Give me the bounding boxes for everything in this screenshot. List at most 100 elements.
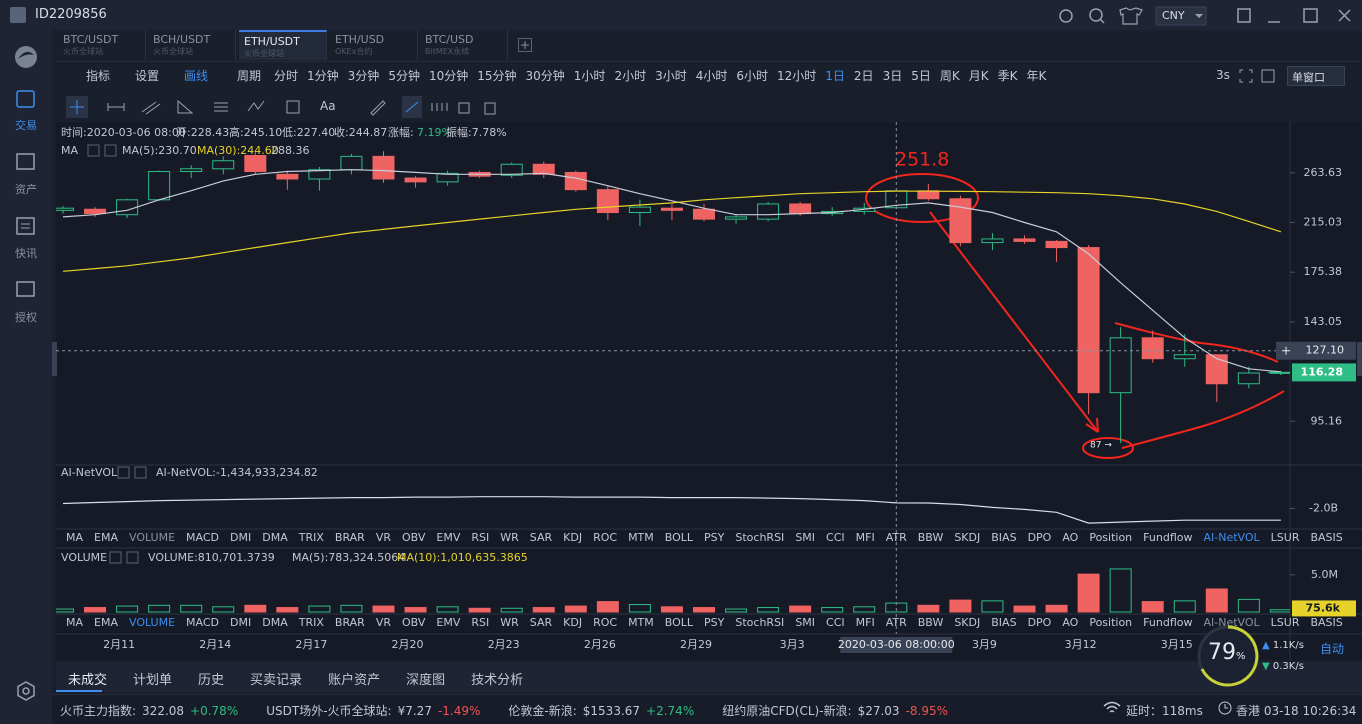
period-button[interactable]: 分时 — [274, 69, 299, 83]
nav-item[interactable]: 交易 — [15, 119, 37, 132]
indicator-tab[interactable]: SMI — [795, 616, 815, 629]
order-tab[interactable]: 深度图 — [406, 673, 446, 688]
period-button[interactable]: 季K — [997, 69, 1018, 83]
indicator-tab[interactable]: MFI — [856, 531, 875, 544]
indicator-tab[interactable]: LSUR — [1271, 616, 1300, 629]
auto-mode[interactable]: 自动 — [1320, 642, 1345, 656]
indicator-tab[interactable]: BASIS — [1310, 616, 1342, 629]
settings-icon[interactable] — [15, 680, 37, 702]
indicator-tab[interactable]: MA — [66, 616, 83, 629]
indicator-tab[interactable]: CCI — [826, 531, 845, 544]
indicator-tab[interactable]: ROC — [593, 531, 617, 544]
indicator-tab[interactable]: RSI — [471, 616, 489, 629]
order-tab[interactable]: 计划单 — [133, 673, 173, 688]
indicator-tab[interactable]: DPO — [1028, 616, 1052, 629]
indicator-tab[interactable]: EMA — [94, 531, 118, 544]
period-button[interactable]: 3小时 — [655, 69, 687, 83]
period-button[interactable]: 周K — [939, 69, 960, 83]
indicator-tab[interactable]: MA — [66, 531, 83, 544]
indicator-tab[interactable]: BIAS — [991, 531, 1016, 544]
market-tab[interactable]: BTC/USD BitMEX永续 — [420, 30, 508, 60]
indicator-tab[interactable]: DMA — [262, 616, 288, 629]
indicator-tab[interactable]: BRAR — [335, 531, 365, 544]
nav-item[interactable]: 快讯 — [15, 247, 37, 260]
indicator-tab[interactable]: AI-NetVOL — [1203, 616, 1260, 629]
market-tab[interactable]: ETH/USD OKEx合约 — [330, 30, 418, 60]
indicator-tab[interactable]: MTM — [628, 531, 654, 544]
indicator-tab[interactable]: StochRSI — [735, 616, 784, 629]
indicator-tab[interactable]: EMV — [436, 616, 460, 629]
period-button[interactable]: 5分钟 — [388, 69, 420, 83]
drawing-tools[interactable] — [66, 96, 506, 118]
indicator-tab[interactable]: TRIX — [298, 531, 325, 544]
indicator-tab[interactable]: Fundflow — [1143, 616, 1192, 629]
tool-button[interactable]: 设置 — [135, 69, 160, 83]
indicator-tab[interactable]: CCI — [826, 616, 845, 629]
indicator-tab[interactable]: DMI — [230, 531, 251, 544]
indicator-tab[interactable]: AI-NetVOL — [1203, 531, 1260, 544]
indicator-tab[interactable]: MACD — [186, 531, 219, 544]
indicator-tab[interactable]: DMA — [262, 531, 288, 544]
indicator-tab[interactable]: OBV — [402, 616, 426, 629]
nav-item[interactable]: 资产 — [15, 183, 37, 196]
currency-select[interactable]: CNY — [1162, 9, 1185, 22]
order-tab[interactable]: 账户资产 — [328, 673, 381, 688]
indicator-tab[interactable]: BBW — [918, 531, 944, 544]
indicator-tab[interactable]: SAR — [530, 531, 553, 544]
period-button[interactable]: 12小时 — [777, 69, 817, 83]
period-button[interactable]: 15分钟 — [477, 69, 517, 83]
indicator-tab[interactable]: VOLUME — [129, 531, 175, 544]
indicator-tab[interactable]: Position — [1089, 531, 1132, 544]
indicator-tab[interactable]: SMI — [795, 531, 815, 544]
order-tab[interactable]: 历史 — [198, 673, 225, 688]
indicator-tab[interactable]: PSY — [704, 616, 725, 629]
order-tab[interactable]: 未成交 — [68, 673, 108, 688]
indicator-tab[interactable]: WR — [500, 616, 519, 629]
period-button[interactable]: 2日 — [853, 69, 874, 83]
period-button[interactable]: 5日 — [911, 69, 931, 83]
period-button[interactable]: 1日 — [825, 69, 845, 83]
indicator-tab[interactable]: EMV — [436, 531, 460, 544]
indicator-tab[interactable]: MTM — [628, 616, 654, 629]
indicator-tab[interactable]: Position — [1089, 616, 1132, 629]
indicator-tab[interactable]: SKDJ — [954, 531, 980, 544]
add-tab[interactable] — [518, 38, 532, 52]
indicator-tab[interactable]: MACD — [186, 616, 219, 629]
indicator-tab[interactable]: BOLL — [665, 616, 694, 629]
indicator-tab[interactable]: AO — [1062, 616, 1078, 629]
refresh-rate[interactable]: 3s — [1216, 68, 1230, 82]
indicator-tab[interactable]: VOLUME — [129, 616, 175, 629]
indicator-tab[interactable]: BOLL — [665, 531, 694, 544]
indicator-tab[interactable]: RSI — [471, 531, 489, 544]
period-button[interactable]: 3日 — [882, 69, 903, 83]
period-button[interactable]: 3分钟 — [347, 69, 380, 83]
indicator-tab[interactable]: EMA — [94, 616, 118, 629]
order-tab[interactable]: 买卖记录 — [250, 673, 303, 688]
period-button[interactable]: 30分钟 — [525, 69, 565, 83]
period-button[interactable]: 2小时 — [614, 69, 647, 83]
indicator-tab[interactable]: KDJ — [563, 531, 582, 544]
indicator-tab[interactable]: TRIX — [298, 616, 325, 629]
indicator-tab[interactable]: DPO — [1028, 531, 1052, 544]
tool-button[interactable]: 画线 — [184, 69, 209, 83]
indicator-tab[interactable]: BASIS — [1310, 531, 1342, 544]
indicator-tab[interactable]: Fundflow — [1143, 531, 1192, 544]
period-button[interactable]: 1分钟 — [307, 69, 339, 83]
title-icons[interactable] — [1050, 4, 1362, 28]
window-mode[interactable]: 单窗口 — [1287, 66, 1345, 86]
indicator-tab[interactable]: BBW — [918, 616, 944, 629]
indicator-tab[interactable]: VR — [376, 531, 392, 544]
indicator-tab[interactable]: ATR — [886, 616, 907, 629]
nav-item[interactable]: 授权 — [15, 311, 37, 324]
order-tab[interactable]: 技术分析 — [471, 673, 524, 688]
indicator-tab[interactable]: LSUR — [1271, 531, 1300, 544]
tool-button[interactable]: 指标 — [86, 69, 111, 83]
period-button[interactable]: 1小时 — [573, 69, 606, 83]
view-icons[interactable] — [1238, 68, 1278, 84]
market-tab[interactable]: BTC/USDT 火币全球站 — [58, 30, 146, 60]
indicator-tab[interactable]: StochRSI — [735, 531, 784, 544]
market-tab[interactable]: BCH/USDT 火币全球站 — [148, 30, 236, 60]
period-button[interactable]: 10分钟 — [428, 69, 469, 83]
indicator-tab[interactable]: OBV — [402, 531, 426, 544]
indicator-tab[interactable]: KDJ — [563, 616, 582, 629]
